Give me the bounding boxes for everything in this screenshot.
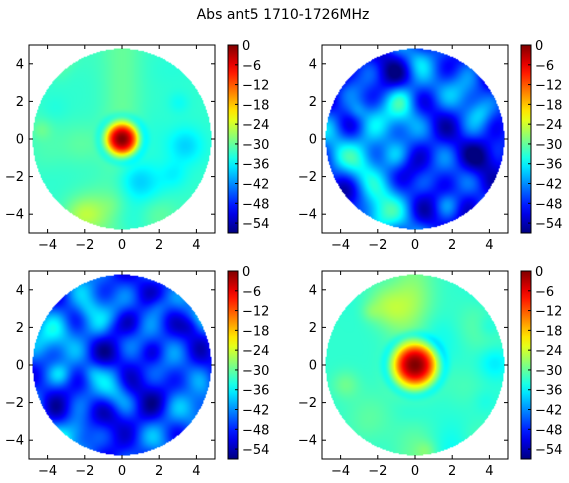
y-tick-label: 2 — [309, 95, 317, 110]
colorbar-tick-label: −30 — [535, 138, 562, 153]
figure-title: Abs ant5 1710-1726MHz — [197, 7, 370, 23]
colorbar-tick-label: −18 — [535, 324, 562, 339]
x-tick-label: 0 — [411, 238, 419, 253]
colorbar — [227, 270, 239, 460]
colorbar-tick-label: −36 — [535, 384, 562, 399]
colorbar-tick-label: 0 — [535, 265, 543, 280]
colorbar-tick-label: −42 — [242, 178, 269, 193]
colorbar-tick-label: −18 — [535, 98, 562, 113]
x-tick-label: 0 — [118, 464, 126, 479]
colorbar-tick-label: −18 — [242, 324, 269, 339]
x-tick-label: −2 — [75, 464, 94, 479]
colorbar-tick-label: −12 — [535, 305, 562, 320]
y-tick-label: 2 — [309, 321, 317, 336]
y-tick-label: 4 — [16, 57, 24, 72]
colorbar-tick-label: −30 — [535, 364, 562, 379]
x-tick-label: −4 — [331, 238, 350, 253]
y-tick-label: −4 — [298, 434, 317, 449]
colorbar-tick-label: −48 — [535, 197, 562, 212]
colorbar-tick-label: −6 — [535, 59, 554, 74]
y-tick-label: 2 — [16, 95, 24, 110]
colorbar-tick-label: −12 — [535, 79, 562, 94]
y-tick-label: 0 — [16, 133, 24, 148]
colorbar-tick-label: −24 — [242, 344, 269, 359]
y-tick-label: −4 — [5, 434, 24, 449]
panel-bottom-right: −4 −2 0 2 4 4 2 0 −2 −4 0 −6 −12 −18 −24 −30 −36 −42 −48 −5… — [298, 265, 563, 479]
x-tick-label: −4 — [331, 464, 350, 479]
colorbar-tick-label: −12 — [242, 305, 269, 320]
y-tick-label: 2 — [16, 321, 24, 336]
x-tick-label: −2 — [368, 464, 387, 479]
x-tick-label: 2 — [155, 464, 163, 479]
panel-top-left: −4 −2 0 2 4 4 2 0 −2 −4 0 −6 −12 −18 −24 −30 −36 −42 −48 −5… — [5, 39, 270, 253]
colorbar-tick-label: −36 — [535, 158, 562, 173]
x-tick-label: 2 — [448, 464, 456, 479]
y-tick-label: −4 — [5, 208, 24, 223]
y-tick-label: −4 — [298, 208, 317, 223]
y-tick-label: 4 — [16, 283, 24, 298]
x-tick-label: 4 — [485, 464, 493, 479]
colorbar — [520, 270, 532, 460]
colorbar-tick-label: −6 — [242, 59, 261, 74]
colorbar-tick-label: −48 — [242, 423, 269, 438]
y-tick-label: 4 — [309, 57, 317, 72]
panel-bottom-left: −4 −2 0 2 4 4 2 0 −2 −4 0 −6 −12 −18 −24 −30 −36 −42 −48 −5… — [5, 265, 270, 479]
x-tick-label: 0 — [118, 238, 126, 253]
x-tick-label: 2 — [155, 238, 163, 253]
colorbar-tick-label: −18 — [242, 98, 269, 113]
x-tick-label: 4 — [485, 238, 493, 253]
x-tick-label: −2 — [368, 238, 387, 253]
colorbar-tick-label: −36 — [242, 384, 269, 399]
y-tick-label: 0 — [309, 359, 317, 374]
x-tick-label: 0 — [411, 464, 419, 479]
colorbar-tick-label: −54 — [535, 217, 562, 232]
colorbar-tick-label: −30 — [242, 138, 269, 153]
colorbar-tick-label: −24 — [535, 344, 562, 359]
heatmap-image — [29, 45, 215, 233]
heatmap-image — [29, 271, 215, 459]
x-tick-label: −4 — [38, 238, 57, 253]
heatmap-image — [322, 45, 508, 233]
colorbar-tick-label: −36 — [242, 158, 269, 173]
y-tick-label: 0 — [16, 359, 24, 374]
x-tick-label: 4 — [192, 238, 200, 253]
colorbar-tick-label: −48 — [535, 423, 562, 438]
colorbar-tick-label: −48 — [242, 197, 269, 212]
colorbar-tick-label: −42 — [535, 178, 562, 193]
x-tick-label: 4 — [192, 464, 200, 479]
colorbar-tick-label: 0 — [535, 39, 543, 54]
y-tick-label: 0 — [309, 133, 317, 148]
colorbar — [520, 44, 532, 234]
heatmap-image — [322, 271, 508, 459]
x-tick-label: 2 — [448, 238, 456, 253]
colorbar-tick-label: −6 — [242, 285, 261, 300]
colorbar-tick-label: −54 — [242, 443, 269, 458]
colorbar-tick-label: −42 — [535, 404, 562, 419]
y-tick-label: 4 — [309, 283, 317, 298]
x-tick-label: −4 — [38, 464, 57, 479]
colorbar-tick-label: −54 — [242, 217, 269, 232]
colorbar-tick-label: −30 — [242, 364, 269, 379]
y-tick-label: −2 — [298, 396, 317, 411]
colorbar — [227, 44, 239, 234]
y-tick-label: −2 — [298, 170, 317, 185]
colorbar-tick-label: −6 — [535, 285, 554, 300]
x-tick-label: −2 — [75, 238, 94, 253]
panel-top-right: −4 −2 0 2 4 4 2 0 −2 −4 0 −6 −12 −18 −24 −30 −36 −42 −48 −5… — [298, 39, 563, 253]
colorbar-tick-label: −24 — [242, 118, 269, 133]
colorbar-tick-label: −42 — [242, 404, 269, 419]
colorbar-tick-label: −54 — [535, 443, 562, 458]
y-tick-label: −2 — [5, 170, 24, 185]
y-tick-label: −2 — [5, 396, 24, 411]
colorbar-tick-label: 0 — [242, 39, 250, 54]
colorbar-tick-label: −24 — [535, 118, 562, 133]
colorbar-tick-label: 0 — [242, 265, 250, 280]
colorbar-tick-label: −12 — [242, 79, 269, 94]
